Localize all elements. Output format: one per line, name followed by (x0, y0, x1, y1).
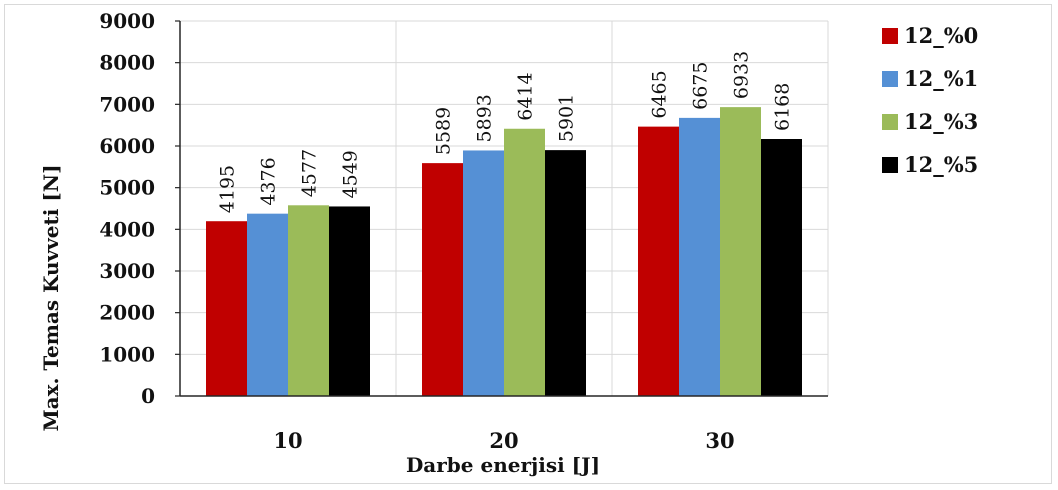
legend-label: 12_%0 (904, 23, 978, 48)
bar (463, 150, 504, 396)
bar (720, 107, 761, 396)
bar (545, 150, 586, 396)
bar (206, 221, 247, 396)
y-tick-label: 3000 (99, 259, 155, 283)
x-axis-title: Darbe enerjisi [J] (406, 453, 600, 477)
data-label: 6675 (690, 62, 712, 110)
bar (422, 163, 463, 396)
y-tick-label: 1000 (99, 342, 155, 366)
data-label: 5589 (433, 107, 455, 155)
legend-swatch (882, 71, 898, 87)
y-tick-labels: 0 1000 2000 3000 4000 5000 6000 7000 8000 9000 (99, 9, 155, 408)
axes (175, 20, 828, 397)
x-tick-label: 30 (705, 428, 734, 453)
legend-label: 12_%3 (904, 109, 978, 134)
bar (288, 205, 329, 396)
legend-swatch (882, 157, 898, 173)
legend-swatch (882, 28, 898, 44)
y-tick-label: 2000 (99, 301, 155, 325)
legend-swatch (882, 114, 898, 130)
y-tick-label: 0 (141, 384, 155, 408)
y-tick-label: 5000 (99, 176, 155, 200)
data-label: 6465 (649, 70, 671, 118)
y-tick-label: 7000 (99, 92, 155, 116)
y-axis-title: Max. Temas Kuvveti [N] (39, 164, 63, 431)
bars (206, 107, 802, 396)
data-label: 4577 (299, 149, 321, 197)
data-label: 4549 (340, 150, 362, 198)
legend-label: 12_%5 (904, 152, 978, 177)
bar (679, 117, 720, 396)
bar (761, 139, 802, 396)
x-tick-labels: 10 20 30 (273, 428, 734, 453)
data-label: 6933 (731, 51, 753, 99)
y-tick-label: 6000 (99, 134, 155, 158)
data-label: 6414 (515, 72, 537, 120)
y-tick-label: 8000 (99, 51, 155, 75)
bar (329, 206, 370, 396)
bar (247, 213, 288, 396)
x-tick-label: 20 (489, 428, 518, 453)
y-tick-label: 4000 (99, 217, 155, 241)
bar (638, 126, 679, 396)
data-label: 4376 (258, 157, 280, 205)
legend-label: 12_%1 (904, 66, 978, 91)
y-tick-label: 9000 (99, 9, 155, 33)
data-label: 4195 (217, 165, 239, 213)
data-labels: 4195 4376 4577 4549 5589 5893 6414 5901 6465 6675… (217, 51, 794, 213)
data-label: 6168 (772, 83, 794, 131)
data-label: 5901 (556, 94, 578, 142)
x-tick-label: 10 (273, 428, 302, 453)
data-label: 5893 (474, 94, 496, 142)
bar (504, 128, 545, 396)
legend: 12_%0 12_%1 12_%3 12_%5 (882, 23, 978, 177)
